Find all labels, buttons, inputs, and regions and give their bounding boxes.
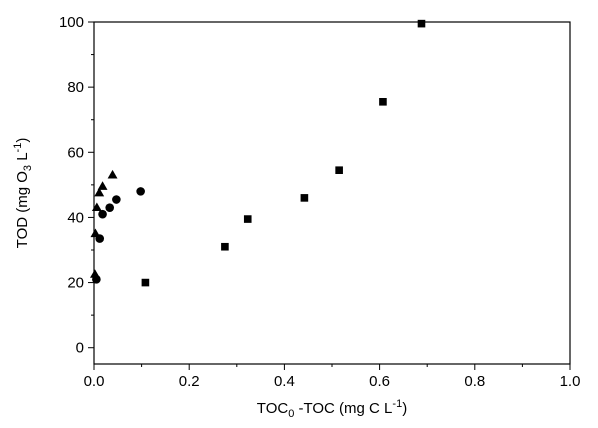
data-points bbox=[90, 19, 426, 287]
y-axis-ticks: 0 20 40 60 80 100 bbox=[59, 14, 94, 357]
y-title-prefix: TOD (mg O bbox=[14, 171, 31, 248]
x-tick-label: 0.6 bbox=[369, 373, 390, 390]
x-axis-ticks: 0.0 0.2 0.4 0.6 0.8 1.0 bbox=[84, 364, 581, 390]
plot-frame bbox=[93, 21, 571, 365]
y-tick-label: 0 bbox=[76, 340, 84, 357]
x-title-suffix: ) bbox=[402, 400, 407, 417]
x-title-prefix: TOC bbox=[257, 400, 289, 417]
circle-point bbox=[98, 209, 107, 219]
square-point bbox=[379, 98, 387, 106]
square-point bbox=[300, 194, 309, 202]
y-tick-label: 80 bbox=[67, 79, 84, 96]
y-title-suffix: ) bbox=[14, 138, 31, 143]
x-title-middle: -TOC (mg C L bbox=[294, 400, 392, 417]
x-title-superscript: -1 bbox=[392, 398, 402, 410]
x-tick-label: 0.0 bbox=[84, 373, 105, 390]
square-point bbox=[417, 19, 426, 28]
x-tick-label: 0.2 bbox=[179, 373, 200, 390]
y-tick-label: 40 bbox=[67, 209, 84, 226]
x-title-subscript: 0 bbox=[288, 408, 294, 420]
square-point bbox=[335, 166, 343, 174]
x-tick-label: 0.8 bbox=[464, 373, 485, 390]
y-axis-title: TOD (mg O3 L-1) bbox=[12, 138, 34, 249]
y-tick-label: 100 bbox=[59, 14, 84, 31]
square-point bbox=[243, 215, 252, 223]
triangle-point bbox=[94, 187, 105, 197]
triangle-point bbox=[107, 169, 118, 179]
circle-point bbox=[112, 195, 121, 204]
triangle-point bbox=[90, 269, 100, 278]
y-tick-label: 20 bbox=[67, 275, 84, 292]
y-tick-label: 60 bbox=[67, 144, 84, 161]
x-tick-label: 1.0 bbox=[560, 373, 581, 390]
square-point bbox=[221, 242, 229, 251]
square-point bbox=[141, 278, 150, 287]
triangle-point bbox=[91, 202, 102, 212]
y-title-superscript: -1 bbox=[12, 143, 24, 153]
circle-point bbox=[136, 187, 145, 196]
x-axis-title: TOC0 -TOC (mg C L-1) bbox=[257, 398, 407, 420]
triangle-point bbox=[97, 181, 108, 190]
y-title-subscript: 3 bbox=[22, 165, 34, 171]
circle-point bbox=[105, 203, 115, 212]
y-title-middle: L bbox=[14, 152, 31, 165]
x-tick-label: 0.4 bbox=[274, 373, 295, 390]
triangle-point bbox=[90, 228, 101, 238]
